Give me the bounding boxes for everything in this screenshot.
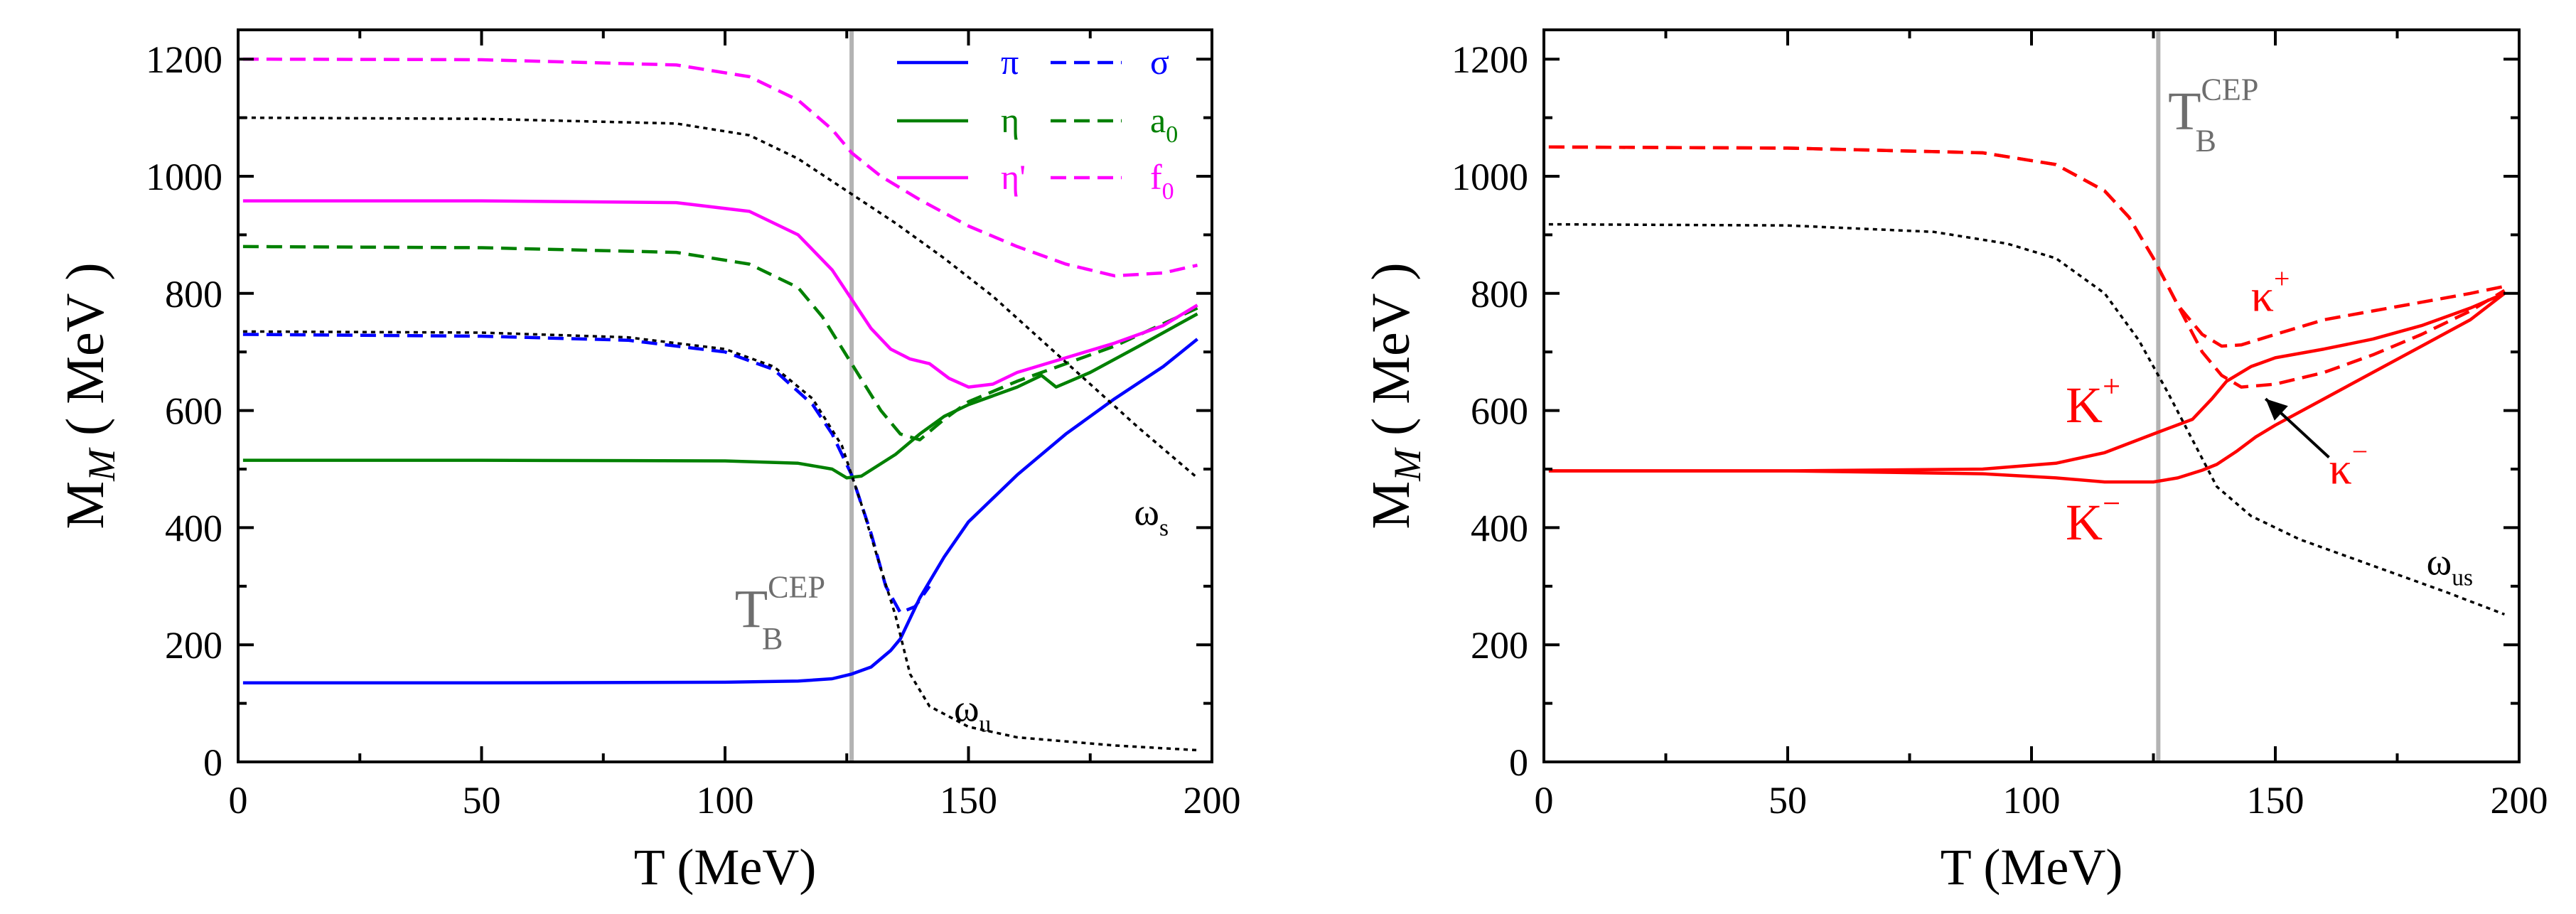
right-y-tick-label: 1000 [1451,156,1528,198]
left-series-s [242,116,1198,479]
left-legend: π σ η a0 η' f0 [897,42,1178,205]
left-legend-label-a0: a0 [1150,100,1178,148]
right-y-tick-label: 0 [1509,741,1528,784]
right-x-tick-label: 50 [1769,779,1807,822]
right-annotation-k: K+ [2066,368,2120,434]
right-x-tick-label: 150 [2247,779,2304,822]
right-annotation-item: κ+ [2251,264,2290,321]
left-legend-label-item: η' [1001,157,1026,197]
right-y-tick-label: 400 [1471,507,1528,549]
left-chart-panel: 0 50 100 150 200 0 200 400 600 800 1000 1200 T (MeV)… [55,28,1241,896]
left-x-tick-label: 50 [463,779,501,822]
left-annotation-s: ωs [1134,490,1169,541]
left-y-tick-label: 1200 [146,38,222,81]
left-series-group [242,57,1198,752]
left-x-tick-label: 200 [1184,779,1241,822]
left-series-item [242,199,1198,389]
left-x-tick-label: 150 [940,779,997,822]
left-y-tick-label: 1000 [146,156,222,198]
left-series-item [242,338,1198,685]
right-y-tick-label: 1200 [1451,38,1528,81]
left-x-axis-label: T (MeV) [634,839,817,896]
right-x-tick-label: 100 [2003,779,2061,822]
left-x-tick-label: 0 [229,779,248,822]
left-legend-label-f0: f0 [1150,157,1174,205]
left-legend-label-item: η [1001,100,1019,140]
left-legend-label-item: π [1001,42,1019,82]
left-annotation-u: ωu [954,687,992,737]
right-x-tick-label: 0 [1535,779,1554,822]
left-series-item [242,312,1198,480]
right-y-tick-label: 800 [1471,273,1528,316]
left-y-tick-label: 0 [203,741,222,784]
left-y-tick-label: 200 [165,624,222,667]
right-x-axis-label: T (MeV) [1941,839,2123,896]
right-series-item [1548,145,2506,389]
left-series-f0 [242,57,1198,278]
left-series-u [242,330,1198,752]
right-chart-panel: 0 50 100 150 200 0 200 400 600 800 1000 1200 T (MeV)… [1361,28,2548,896]
right-y-tick-label: 600 [1471,390,1528,433]
right-annotation-k: K− [2066,485,2120,551]
left-series-item [242,333,931,615]
left-legend-label-item: σ [1150,42,1169,82]
right-series-k [1548,291,2506,473]
left-y-axis-label: MM ( MeV ) [55,263,123,529]
right-y-axis-label: MM ( MeV ) [1361,263,1429,529]
right-arrow-head [2265,399,2288,421]
left-x-tick-label: 100 [697,779,754,822]
right-annotation-tcepb: TCEP B [2168,72,2258,158]
right-x-tick-label: 200 [2491,779,2548,822]
right-annotation-us: ωus [2427,540,2473,591]
right-series-k [1548,292,2506,484]
left-y-tick-label: 400 [165,507,222,549]
left-annotation-tcepb: TCEP B [735,570,825,656]
right-annotation-item: κ− [2329,436,2368,494]
left-y-tick-label: 800 [165,273,222,316]
left-y-tick-label: 600 [165,390,222,433]
left-series-a0 [242,244,1198,442]
right-series-group [1548,145,2506,616]
right-y-tick-label: 200 [1471,624,1528,667]
